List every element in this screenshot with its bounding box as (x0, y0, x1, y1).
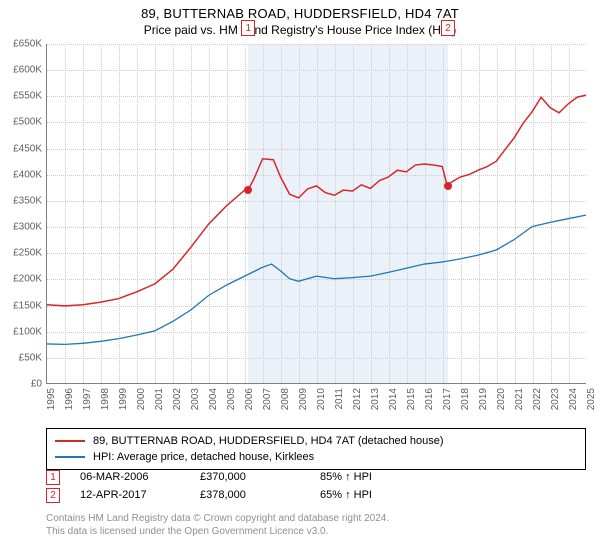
y-axis: £0£50K£100K£150K£200K£250K£300K£350K£400… (0, 44, 46, 384)
x-tick-label: 2020 (496, 388, 507, 410)
x-tick-label: 2022 (532, 388, 543, 410)
y-tick-label: £500K (13, 117, 42, 128)
x-tick-label: 2012 (352, 388, 363, 410)
event-marker-dot (444, 182, 452, 190)
event-marker-dot (244, 186, 252, 194)
x-tick-label: 2008 (280, 388, 291, 410)
y-tick-label: £300K (13, 222, 42, 233)
events-table: 1 06-MAR-2006£370,00085% ↑ HPI 2 12-APR-201… (46, 468, 586, 504)
x-tick-label: 2005 (226, 388, 237, 410)
page-subtitle: Price paid vs. HM Land Registry's House … (0, 23, 600, 37)
y-tick-label: £400K (13, 169, 42, 180)
legend-item: 89, BUTTERNAB ROAD, HUDDERSFIELD, HD4 7A… (55, 433, 577, 449)
legend-label: 89, BUTTERNAB ROAD, HUDDERSFIELD, HD4 7A… (93, 435, 444, 447)
x-tick-label: 2004 (208, 388, 219, 410)
footer-attribution: Contains HM Land Registry data © Crown c… (46, 512, 586, 538)
x-tick-label: 2014 (388, 388, 399, 410)
x-tick-label: 2019 (478, 388, 489, 410)
event-idx: 2 (46, 488, 60, 503)
x-tick-label: 2016 (424, 388, 435, 410)
y-tick-label: £50K (19, 352, 42, 363)
y-tick-label: £450K (13, 143, 42, 154)
x-tick-label: 2024 (568, 388, 579, 410)
legend-swatch (55, 440, 85, 442)
x-axis: 1995 1996 1997 1998 1999 2000 2001 2002 2003 2004… (46, 384, 586, 424)
legend: 89, BUTTERNAB ROAD, HUDDERSFIELD, HD4 7A… (46, 428, 586, 470)
x-tick-label: 2017 (442, 388, 453, 410)
event-hpi: 85% ↑ HPI (320, 471, 440, 483)
x-tick-label: 1996 (64, 388, 75, 410)
legend-item: HPI: Average price, detached house, Kirk… (55, 449, 577, 465)
x-tick-label: 2002 (172, 388, 183, 410)
x-tick-label: 2006 (244, 388, 255, 410)
legend-swatch (55, 456, 85, 458)
x-tick-label: 2010 (316, 388, 327, 410)
event-idx: 1 (46, 470, 60, 485)
y-tick-label: £650K (13, 39, 42, 50)
y-tick-label: £0 (31, 379, 42, 390)
event-date: 06-MAR-2006 (80, 471, 200, 483)
y-tick-label: £100K (13, 326, 42, 337)
event-marker-label: 2 (441, 20, 455, 36)
y-tick-label: £600K (13, 65, 42, 76)
x-tick-label: 2015 (406, 388, 417, 410)
event-price: £370,000 (200, 471, 320, 483)
event-hpi: 65% ↑ HPI (320, 489, 440, 501)
event-row: 1 06-MAR-2006£370,00085% ↑ HPI (46, 468, 586, 486)
y-tick-label: £200K (13, 274, 42, 285)
x-tick-label: 2013 (370, 388, 381, 410)
x-tick-label: 1999 (118, 388, 129, 410)
legend-label: HPI: Average price, detached house, Kirk… (93, 451, 314, 463)
series-line (47, 95, 586, 306)
event-marker-label: 1 (241, 20, 255, 36)
x-tick-label: 2018 (460, 388, 471, 410)
y-tick-label: £150K (13, 300, 42, 311)
y-tick-label: £550K (13, 91, 42, 102)
x-tick-label: 2023 (550, 388, 561, 410)
x-tick-label: 2025 (586, 388, 597, 410)
x-tick-label: 2001 (154, 388, 165, 410)
chart-plot-area: 12 (46, 44, 586, 384)
y-tick-label: £350K (13, 195, 42, 206)
event-price: £378,000 (200, 489, 320, 501)
x-tick-label: 1997 (82, 388, 93, 410)
x-tick-label: 2000 (136, 388, 147, 410)
footer-line1: Contains HM Land Registry data © Crown c… (46, 512, 586, 525)
x-tick-label: 2021 (514, 388, 525, 410)
x-tick-label: 2003 (190, 388, 201, 410)
event-row: 2 12-APR-2017£378,00065% ↑ HPI (46, 486, 586, 504)
event-date: 12-APR-2017 (80, 489, 200, 501)
page-title: 89, BUTTERNAB ROAD, HUDDERSFIELD, HD4 7A… (0, 6, 600, 21)
x-tick-label: 1995 (46, 388, 57, 410)
x-tick-label: 2007 (262, 388, 273, 410)
x-tick-label: 2009 (298, 388, 309, 410)
series-line (47, 215, 586, 344)
footer-line2: This data is licensed under the Open Gov… (46, 525, 586, 538)
x-tick-label: 1998 (100, 388, 111, 410)
y-tick-label: £250K (13, 248, 42, 259)
x-tick-label: 2011 (334, 388, 345, 410)
